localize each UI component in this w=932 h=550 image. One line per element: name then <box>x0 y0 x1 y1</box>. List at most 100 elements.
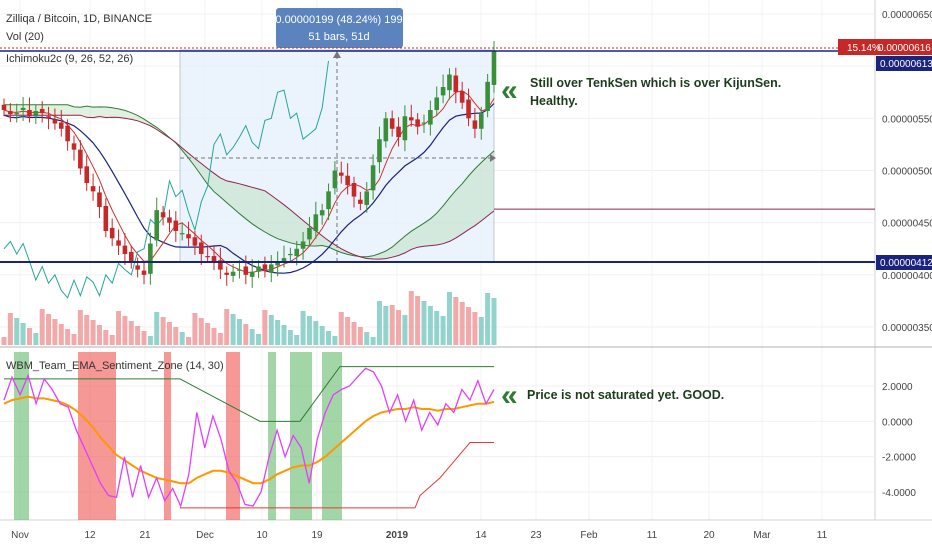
sentiment-upper-band <box>4 366 494 422</box>
volume-bar <box>217 333 223 345</box>
candle-body <box>415 119 420 127</box>
volume-bar <box>166 322 172 345</box>
current-price-badge <box>838 39 932 55</box>
volume-bar <box>306 316 312 345</box>
candle-body <box>396 126 401 138</box>
volume-bars <box>1 291 497 345</box>
volume-indicator-label[interactable]: Vol (20) <box>6 31 44 43</box>
candle-body <box>20 107 26 110</box>
volume-bar <box>71 334 77 345</box>
annotation-chevron-icon: « <box>501 74 518 107</box>
volume-bar <box>376 301 382 345</box>
volume-bar <box>243 324 249 345</box>
volume-bar <box>472 312 478 345</box>
price-tick-label: 0.00000550 <box>882 114 932 125</box>
price-tick-label: 0.00000450 <box>882 219 932 230</box>
candle-body <box>71 143 77 150</box>
volume-bar <box>141 331 147 345</box>
volume-bar <box>224 309 230 345</box>
candle-body <box>389 118 395 129</box>
candle-body <box>472 120 478 129</box>
candle-body <box>370 165 376 191</box>
volume-bar <box>179 332 185 345</box>
symbol-title[interactable]: Zilliqa / Bitcoin, 1D, BINANCE <box>6 13 152 25</box>
bullish-zone <box>322 352 342 520</box>
candle-body <box>65 125 70 142</box>
volume-bar <box>370 337 376 345</box>
volume-bar <box>20 323 26 345</box>
volume-bar <box>319 326 325 345</box>
volume-bar <box>186 337 192 345</box>
sentiment-axis-labels: 2.0000 0.0000 -2.0000 -4.0000 <box>882 382 916 499</box>
candle-body <box>345 175 350 186</box>
time-tick-label: 11 <box>647 530 658 541</box>
volume-bar <box>281 325 287 345</box>
candle-body <box>294 248 300 257</box>
volume-bar <box>326 331 332 345</box>
candle-body <box>421 122 427 124</box>
candle-body <box>364 191 370 205</box>
volume-bar <box>122 316 128 345</box>
candle-body <box>97 192 102 208</box>
candle-body <box>90 186 96 192</box>
annotation-2-text: Price is not saturated yet. GOOD. <box>527 388 724 402</box>
candle-body <box>8 111 13 115</box>
candle-body <box>116 240 121 246</box>
annotation-chevron-icon: « <box>501 379 518 412</box>
candle-body <box>122 245 128 254</box>
candle-body <box>135 265 140 270</box>
time-tick-label: Dec <box>196 530 214 541</box>
time-tick-label: Mar <box>753 530 771 541</box>
measure-tooltip-line1: 0.00000199 (48.24%) 199 <box>275 14 402 26</box>
time-tick-label: 20 <box>703 530 715 541</box>
candle-body <box>205 256 210 258</box>
senkou-span-a-line <box>4 104 495 258</box>
volume-bar <box>459 302 465 345</box>
candle-body <box>478 113 484 129</box>
volume-bar <box>135 326 141 345</box>
ichimoku-indicator-label[interactable]: Ichimoku2c (9, 26, 52, 26) <box>6 53 133 65</box>
volume-bar <box>7 313 13 345</box>
candle-body <box>128 251 134 263</box>
volume-bar <box>351 322 357 345</box>
volume-bar <box>478 317 484 345</box>
volume-bar <box>211 328 217 345</box>
volume-bar <box>275 320 281 345</box>
volume-bar <box>332 336 338 345</box>
candle-body <box>262 264 268 270</box>
candlestick-series <box>1 41 497 288</box>
kijun-sen-line <box>3 103 495 274</box>
volume-bar <box>65 329 71 345</box>
volume-bar <box>440 316 446 345</box>
candle-body <box>275 262 280 266</box>
volume-bar <box>90 320 96 345</box>
volume-bar <box>192 313 198 345</box>
current-price-pct: 15.14% <box>847 43 881 54</box>
chikou-span-line <box>3 60 329 299</box>
candle-body <box>154 210 160 241</box>
candle-body <box>358 199 363 204</box>
candle-body <box>485 81 490 112</box>
volume-bar <box>205 323 211 345</box>
candle-body <box>300 241 306 249</box>
candle-body <box>491 50 497 85</box>
time-tick-label: 11 <box>817 530 828 541</box>
price-tick-label: 0.00000650 <box>882 10 932 21</box>
upper-level-badge <box>876 56 932 71</box>
volume-bar <box>116 311 122 345</box>
price-tick-label: 0.00000350 <box>882 323 932 334</box>
volume-bar <box>421 301 427 345</box>
sentiment-lower-band <box>180 442 494 509</box>
candle-body <box>459 91 465 103</box>
bearish-zone <box>164 352 171 520</box>
annotation-1[interactable]: « Still over TenkSen which is over Kijun… <box>501 74 781 108</box>
time-tick-label: 10 <box>256 530 268 541</box>
volume-bar <box>103 330 109 345</box>
candle-body <box>78 149 83 169</box>
annotation-2[interactable]: « Price is not saturated yet. GOOD. <box>501 379 724 412</box>
sentiment-indicator-label[interactable]: WBM_Team_EMA_Sentiment_Zone (14, 30) <box>6 360 224 372</box>
time-tick-label: 19 <box>311 530 323 541</box>
volume-bar <box>287 330 293 345</box>
candle-body <box>307 227 312 240</box>
